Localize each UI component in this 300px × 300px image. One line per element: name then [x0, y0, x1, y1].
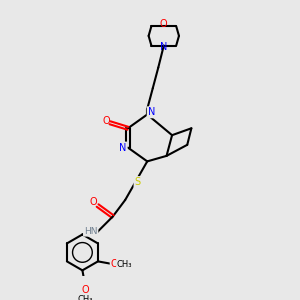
Text: S: S [134, 177, 141, 187]
Text: N: N [119, 142, 127, 153]
Text: O: O [81, 285, 89, 295]
Text: CH₃: CH₃ [77, 295, 93, 300]
Text: O: O [90, 197, 97, 207]
Text: N: N [148, 107, 155, 117]
Text: HN: HN [84, 227, 98, 236]
Text: CH₃: CH₃ [117, 260, 133, 268]
Text: O: O [160, 19, 168, 29]
Text: O: O [111, 259, 118, 269]
Text: N: N [160, 42, 167, 52]
Text: O: O [102, 116, 110, 126]
